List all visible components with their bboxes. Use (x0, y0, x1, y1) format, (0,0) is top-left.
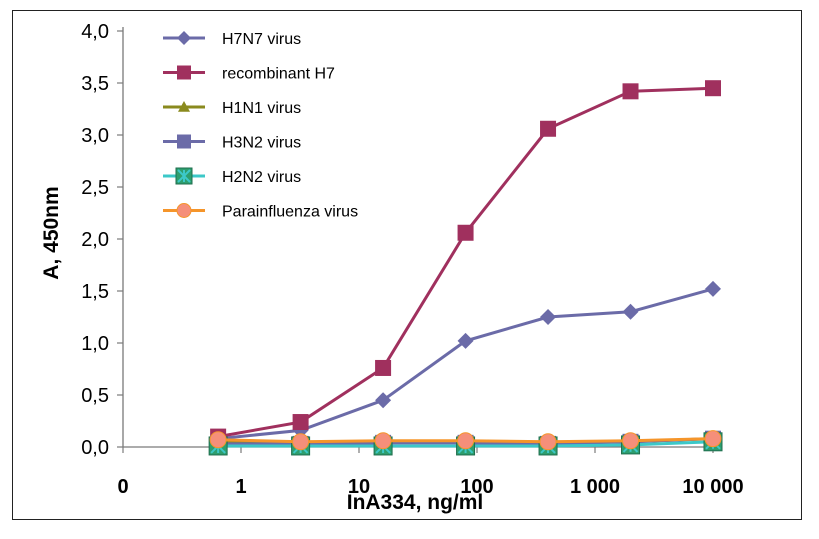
legend: H7N7 virus recombinant H7 H1N1 virus H3N2 v… (163, 31, 358, 221)
x-tick-label: 1 000 (570, 476, 620, 498)
legend-label: H2N2 virus (222, 169, 301, 186)
y-axis-label: A, 450nm (40, 186, 63, 279)
x-tick-label: 0 (117, 476, 128, 498)
legend-item: H2N2 virus (163, 167, 301, 186)
legend-label: recombinant H7 (222, 66, 335, 83)
legend-item: H3N2 virus (163, 134, 301, 152)
data-point (540, 120, 557, 137)
legend-label: Parainfluenza virus (222, 204, 358, 221)
data-point (374, 432, 392, 450)
legend-marker (177, 65, 191, 80)
x-tick-label: 100 (460, 476, 493, 498)
legend-label: H3N2 virus (222, 135, 301, 152)
y-tick-label: 3,0 (81, 125, 109, 147)
data-point (540, 309, 557, 325)
data-point (457, 224, 474, 241)
series-layer (208, 80, 723, 456)
y-tick-label: 2,5 (81, 177, 109, 199)
data-point (457, 332, 474, 349)
y-tick-label: 1,5 (81, 281, 109, 303)
legend-item: H7N7 virus (163, 31, 301, 48)
x-tick-label: 10 (348, 476, 370, 498)
y-tick-label: 1,0 (81, 333, 109, 355)
x-axis-ticks: 0 1 10 100 1 000 10 000 (117, 447, 744, 498)
data-point (622, 83, 639, 100)
legend-marker (178, 101, 190, 112)
data-point (375, 359, 392, 376)
x-tick-label: 1 (235, 476, 246, 498)
legend-marker (177, 31, 191, 45)
x-axis-label: InA334, ng/ml (347, 491, 484, 514)
legend-item: Parainfluenza virus (163, 203, 358, 221)
data-point (705, 280, 721, 297)
chart-frame (12, 10, 802, 520)
legend-label: H1N1 virus (222, 100, 301, 117)
data-point (457, 432, 475, 450)
legend-item: H1N1 virus (163, 100, 301, 117)
series-line (217, 287, 714, 441)
legend-marker (177, 134, 191, 149)
marker-cross (177, 169, 191, 183)
y-tick-label: 0,5 (81, 385, 109, 407)
data-point (704, 430, 722, 448)
legend-item: recombinant H7 (163, 65, 335, 83)
y-axis-ticks: 0,0 0,5 1,0 1,5 2,0 2,5 3,0 3,5 4,0 (81, 21, 123, 459)
legend-label: H7N7 virus (222, 31, 301, 48)
x-tick-label: 10 000 (682, 476, 743, 498)
data-point (622, 303, 639, 320)
data-point (292, 414, 309, 431)
data-point (209, 431, 227, 449)
legend-marker (175, 167, 193, 185)
data-point (622, 432, 640, 450)
data-point (292, 433, 310, 451)
y-tick-label: 3,5 (81, 73, 109, 95)
y-tick-label: 0,0 (81, 437, 109, 459)
legend-marker (176, 203, 192, 218)
series-parainfluenza-virus (209, 430, 722, 451)
y-tick-label: 4,0 (81, 21, 109, 43)
data-point (705, 80, 721, 97)
data-point (375, 392, 392, 409)
y-tick-label: 2,0 (81, 229, 109, 251)
series-h7n7-virus (210, 280, 721, 447)
data-point (539, 433, 557, 451)
